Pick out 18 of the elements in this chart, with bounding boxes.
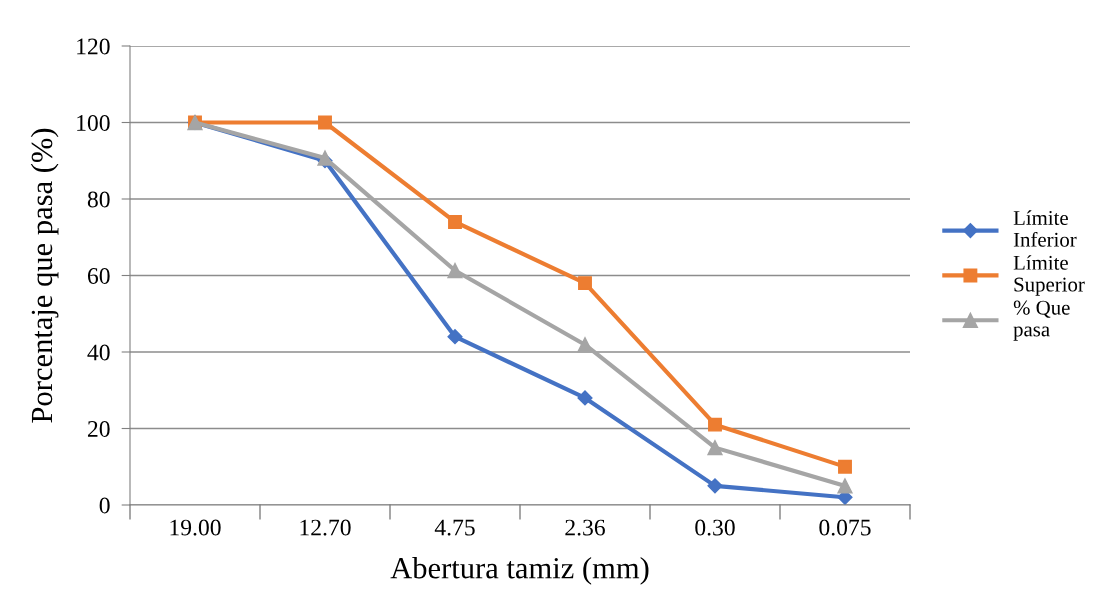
x-tick-label: 0.075 [819,519,871,536]
legend-label: Límite Inferior [1013,210,1077,247]
y-tick-label: 20 [87,420,110,437]
x-tick-label: 12.70 [300,519,351,536]
y-tick-label: 100 [77,114,110,131]
x-axis-title: Abertura tamiz (mm) [390,556,649,585]
y-tick-label: 60 [87,267,110,284]
legend-label: Límite Superior [1013,255,1085,296]
y-axis-title: Porcentaje que pasa (%) [30,128,59,423]
x-tick-label: 4.75 [434,519,475,536]
y-tick-label: 80 [87,191,110,208]
x-tick-label: 0.30 [695,519,735,536]
y-tick-label: 120 [77,38,110,55]
x-tick-label: 2.36 [565,519,605,536]
legend-label: % Que pasa [1013,300,1070,341]
x-tick-label: 19.00 [170,519,221,536]
y-tick-label: 40 [87,344,110,361]
y-tick-label: 0 [99,497,110,514]
